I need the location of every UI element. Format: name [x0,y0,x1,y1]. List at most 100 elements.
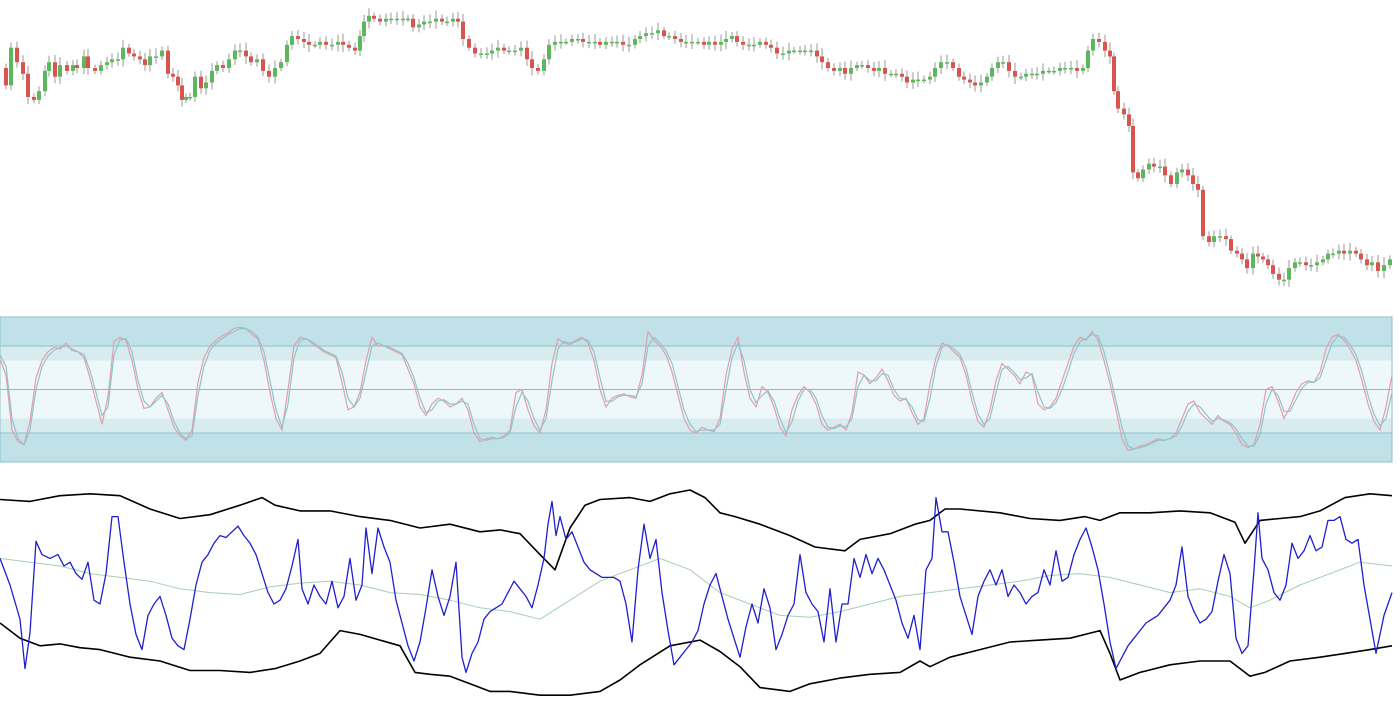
candle-body [866,65,870,68]
candle-body [996,62,1000,68]
stochastic-panel [0,316,1393,463]
candle-body [358,36,362,51]
candle-body [990,68,994,77]
candle-body [633,39,637,45]
candle-body [1112,56,1116,92]
candle-body [1141,169,1145,179]
candle-body [1081,68,1085,71]
candle-body [593,41,597,44]
candle-body [132,53,136,57]
candle-body [148,56,152,66]
candle-body [193,76,197,97]
candle-body [160,50,164,57]
candle-body [1298,262,1302,264]
candle-body [713,41,717,45]
oscillator-band [0,317,1392,346]
candle-body [1075,68,1079,71]
candle-body [473,47,477,54]
candle-body [1116,91,1120,109]
candle-body [1019,76,1023,79]
candle-body [440,18,444,22]
candle-body [227,59,231,68]
candle-body [911,79,915,83]
candle-body [604,41,608,45]
candle-body [951,62,955,68]
candle-body [707,41,711,45]
candle-body [564,41,568,44]
candle-body [809,50,813,53]
candle-body [587,41,591,44]
candle-body [905,76,909,83]
candle-body [752,44,756,47]
candle-body [815,50,819,57]
candle-body [121,47,125,60]
candle-body [330,44,334,47]
price-panel [4,8,1392,288]
candle-body [1315,262,1319,266]
candle-body [826,62,830,68]
candle-body [696,41,700,44]
candle-body [1175,172,1179,184]
candle-body [296,36,300,39]
candle-body [166,50,170,74]
candle-body [367,15,371,22]
candle-body [199,76,203,89]
candle-body [719,41,723,45]
candle-body [1261,256,1265,260]
candle-body [775,47,779,54]
candle-body [1218,236,1222,238]
candle-body [872,68,876,71]
candle-body [485,53,489,55]
candle-body [1007,62,1011,71]
candle-body [32,97,36,100]
candle-body [347,44,351,48]
candle-body [434,18,438,22]
candle-body [324,41,328,45]
candle-body [758,41,762,45]
candle-body [576,39,580,41]
candle-body [781,53,785,55]
candle-body [336,41,340,45]
candle-body [116,59,120,61]
candle-body [1180,169,1184,173]
candle-body [53,62,57,77]
candle-body [838,68,842,71]
candle-body [318,41,322,45]
candle-body [968,79,972,83]
bands-panel [0,489,1393,696]
candle-body [105,62,109,66]
candle-body [832,68,836,71]
candle-body [922,79,926,82]
candle-body [490,50,494,54]
candle-body [792,50,796,53]
candle-body [507,50,511,53]
candle-body [889,73,893,76]
candle-body [417,24,421,28]
candle-body [1370,262,1374,266]
candle-body [313,44,317,47]
candle-body [411,18,415,28]
candle-body [1382,265,1386,271]
candle-body [1229,239,1233,251]
candle-body [1271,265,1275,274]
candle-body [536,68,540,71]
candle-body [667,36,671,38]
candle-body [143,59,147,66]
middle-band-line [0,557,1393,620]
candle-body [855,65,859,68]
candle-body [138,56,142,60]
candle-body [962,76,966,80]
candle-body [389,18,393,21]
candle-body [1136,172,1140,179]
candle-body [553,41,557,45]
candle-body [1196,184,1200,190]
candle-body [730,36,734,39]
candle-body [702,41,706,45]
candle-body [769,44,773,48]
candle-body [656,30,660,34]
candle-body [894,73,898,76]
candle-body [1024,73,1028,77]
candle-body [341,41,345,45]
